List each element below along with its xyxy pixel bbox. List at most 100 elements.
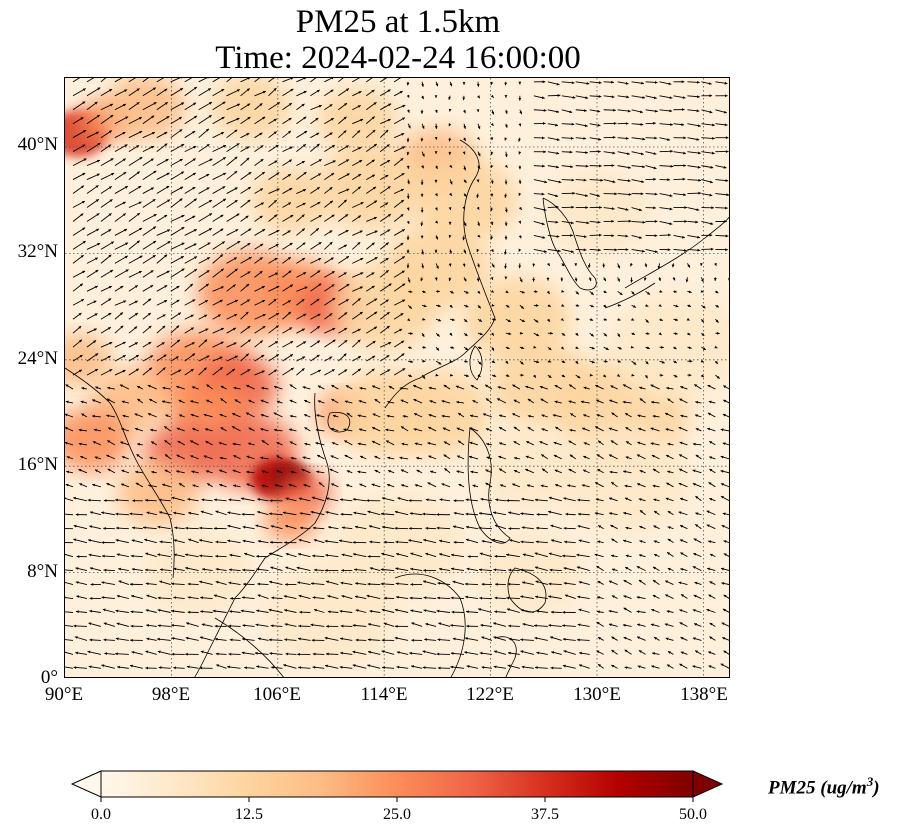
wind-vector-head [90, 583, 94, 586]
wind-vector-head [625, 427, 629, 430]
wind-vector-head [159, 568, 163, 572]
wind-vector-head [157, 624, 161, 628]
wind-vector-head [164, 88, 168, 92]
wind-vector-head [331, 483, 335, 487]
wind-vector-head [245, 311, 249, 315]
wind-vector-head [548, 510, 552, 514]
wind-vector-head [443, 441, 447, 445]
xtick-106e: 106°E [253, 684, 301, 705]
wind-vector-head [637, 414, 641, 418]
wind-vector-head [205, 328, 209, 332]
wind-vector-head [81, 201, 85, 204]
wind-vector-head [700, 374, 704, 378]
wind-vector-head [466, 610, 469, 614]
wind-vector-head [148, 325, 152, 329]
wind-vector-head [297, 652, 300, 656]
wind-vector-head [708, 665, 712, 668]
wind-vector-head [205, 441, 209, 444]
wind-vector-head [89, 511, 93, 515]
wind-vector [65, 581, 74, 586]
wind-vector-head [374, 469, 378, 473]
wind-vector-head [400, 214, 404, 217]
wind-vector-head [382, 666, 385, 670]
wind-vector-head [448, 263, 452, 267]
wind-vector-head [448, 207, 452, 210]
wind-vector-head [332, 414, 336, 418]
wind-vector [86, 142, 101, 153]
wind-vector-head [492, 538, 496, 542]
wind-vector-head [548, 359, 552, 363]
wind-vector-head [193, 102, 197, 106]
wind-vector-head [696, 137, 700, 141]
wind-vector-head [110, 241, 114, 245]
wind-vector-head [262, 116, 266, 120]
wind-vector-head [255, 524, 259, 528]
wind-vector-head [80, 213, 84, 217]
colorbar-tick-25: 25.0 [383, 806, 411, 823]
wind-vector-head [722, 637, 726, 640]
wind-vector-head [318, 242, 322, 245]
wind-vector-head [493, 318, 496, 321]
wind-vector-head [519, 279, 523, 283]
wind-vector-head [94, 313, 98, 317]
wind-vector-head [721, 567, 724, 571]
wind-vector-head [627, 109, 631, 113]
wind-vector-head [675, 304, 679, 308]
wind-vector-head [608, 427, 612, 431]
wind-vector-head [219, 299, 223, 303]
wind-vector-head [568, 469, 572, 472]
wind-vector-head [449, 250, 452, 254]
wind-vector-head [228, 498, 232, 502]
wind-vector [729, 180, 730, 182]
wind-vector-head [439, 498, 443, 502]
wind-vector-head [88, 665, 92, 669]
wind-vector-head [317, 385, 321, 389]
wind-vector-head [563, 526, 567, 530]
wind-vector-head [274, 341, 278, 344]
wind-vector-head [597, 109, 601, 113]
wind-vector-head [138, 201, 142, 205]
wind-vector-head [666, 664, 670, 668]
wind-vector-head [135, 470, 139, 474]
wind-vector-head [480, 623, 484, 627]
wind-vector-head [598, 137, 602, 141]
wind-vector-head [636, 596, 640, 599]
wind-vector [729, 82, 730, 84]
wind-vector-head [101, 596, 105, 599]
wind-vector-head [115, 609, 119, 613]
wind-vector-head [682, 96, 686, 99]
wind-vector-head [525, 385, 529, 389]
wind-vector-head [106, 414, 110, 418]
wind-vector-head [206, 355, 210, 359]
wind-vector-head [256, 567, 260, 571]
wind-vector-head [410, 360, 414, 364]
coastline-indochina [194, 392, 330, 677]
wind-vector-head [246, 455, 250, 459]
wind-vector-head [493, 374, 497, 378]
wind-vector-head [564, 540, 567, 544]
wind-vector-head [340, 624, 344, 628]
wind-vector-head [164, 300, 168, 303]
wind-vector-head [374, 298, 378, 302]
wind-vector-head [499, 442, 503, 445]
wind-vector-head [367, 638, 371, 642]
wind-vector-head [299, 512, 303, 515]
wind-vector-head [479, 596, 483, 600]
wind-vector-head [150, 158, 154, 162]
wind-vector-head [681, 80, 685, 84]
map-panel [64, 77, 730, 678]
wind-vector-head [624, 649, 628, 653]
wind-vector-head [234, 200, 238, 203]
wind-vector-head [149, 367, 152, 371]
wind-vector-head [481, 636, 485, 640]
coastline-sulawesi [494, 636, 517, 677]
wind-vector-head [464, 333, 468, 336]
wind-vector-head [289, 354, 293, 357]
wind-vector-head [207, 242, 211, 246]
wind-vector-head [694, 581, 698, 585]
wind-vector-head [136, 145, 140, 148]
wind-vector-head [463, 193, 467, 197]
wind-vector-head [534, 552, 538, 556]
wind-vector-head [603, 290, 607, 293]
wind-vector [65, 497, 74, 502]
